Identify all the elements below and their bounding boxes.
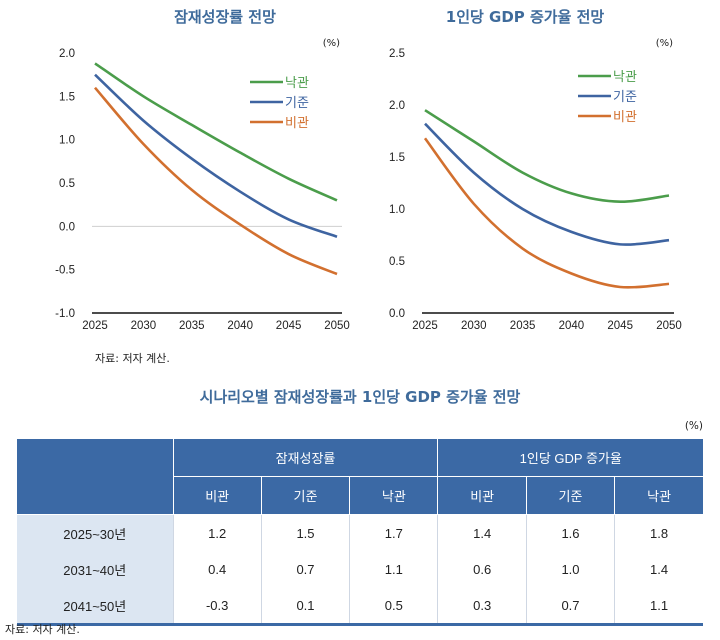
sub-header: 낙관: [349, 476, 438, 515]
y-tick-label: -0.5: [55, 265, 75, 277]
x-tick-label: 2025: [412, 320, 438, 332]
sub-header: 비관: [437, 476, 527, 515]
x-tick-label: 2050: [324, 320, 350, 332]
table-title: 시나리오별 잠재성장률과 1인당 GDP 증가율 전망: [199, 388, 521, 406]
row-label: 2041~50년: [17, 587, 173, 626]
series-line-기준: [424, 122, 670, 246]
chart-title: 잠재성장률 전망: [174, 8, 276, 26]
y-tick-label: 2.5: [389, 48, 405, 60]
x-tick-label: 2040: [227, 320, 253, 332]
unit-label: (%): [323, 38, 340, 49]
table-cell: 1.2: [172, 514, 262, 551]
x-tick-label: 2045: [276, 320, 302, 332]
charts: 잠재성장률 전망 (%) 2.0 1.5 1.0 0.5 0.0 -0.5 -1.0 2025 20…: [55, 8, 682, 332]
table-cell: 0.7: [525, 587, 615, 626]
x-tick-label: 2035: [179, 320, 205, 332]
table-cell: 0.4: [172, 551, 262, 587]
table-cell: 1.1: [614, 587, 703, 626]
table-cell: 1.7: [349, 514, 438, 551]
series-line-낙관: [424, 109, 670, 204]
y-tick-label: 1.0: [59, 135, 75, 147]
table-cell: 0.5: [349, 587, 438, 626]
table-row: 2041~50년 -0.3 0.1 0.5 0.3 0.7 1.1: [17, 587, 703, 626]
x-tick-label: 2035: [510, 320, 536, 332]
table-cell: 1.5: [260, 514, 350, 551]
y-tick-label: 0.0: [389, 308, 405, 320]
x-tick-label: 2045: [607, 320, 633, 332]
legend-label: 낙관: [613, 70, 637, 85]
legend-label: 비관: [613, 110, 637, 125]
table-unit: (%): [684, 420, 703, 432]
series-line-기준: [94, 73, 338, 238]
legend-label: 기준: [285, 96, 309, 111]
unit-label: (%): [656, 38, 673, 49]
table-cell: 0.7: [260, 551, 350, 587]
group-header-gdp-per-capita: 1인당 GDP 증가율: [437, 439, 703, 477]
table-corner-cell: [17, 439, 173, 515]
series-line-비관: [423, 137, 670, 289]
table-cell: 1.4: [437, 514, 527, 551]
legend-label: 비관: [285, 116, 309, 131]
y-tick-label: 0.5: [389, 256, 405, 268]
series-line-낙관: [94, 62, 338, 202]
y-tick-label: 0.0: [59, 221, 75, 233]
y-tick-label: 1.5: [59, 91, 75, 103]
x-tick-label: 2030: [131, 320, 157, 332]
table-row: 2031~40년 0.4 0.7 1.1 0.6 1.0 1.4: [17, 551, 703, 587]
sub-header: 기준: [525, 476, 615, 515]
chart-source-note: 자료: 저자 계산.: [95, 352, 170, 365]
group-header-potential-growth: 잠재성장률: [172, 439, 438, 477]
legend-label: 낙관: [285, 76, 309, 91]
sub-header: 비관: [172, 476, 262, 515]
y-tick-label: 1.5: [389, 152, 405, 164]
table-cell: 1.8: [614, 514, 703, 551]
row-label: 2025~30년: [17, 514, 173, 551]
table-group-header-row: 잠재성장률 1인당 GDP 증가율: [17, 439, 703, 515]
y-tick-label: 1.0: [389, 204, 405, 216]
table-cell: 1.6: [525, 514, 615, 551]
legend-label: 기준: [613, 90, 637, 105]
series-line-비관: [94, 86, 338, 276]
scenario-table: 잠재성장률 1인당 GDP 증가율 비관 기준 낙관 비관 기준 낙관 2025…: [17, 439, 703, 626]
table-cell: 0.6: [437, 551, 527, 587]
row-label: 2031~40년: [17, 551, 173, 587]
x-tick-label: 2030: [461, 320, 487, 332]
table-cell: 1.1: [349, 551, 438, 587]
y-tick-label: -1.0: [55, 308, 75, 320]
table-cell: 0.1: [260, 587, 350, 626]
table-cell: 1.0: [525, 551, 615, 587]
table-sub-header-row: 비관 기준 낙관 비관 기준 낙관: [17, 476, 703, 515]
y-tick-label: 2.0: [389, 100, 405, 112]
table-cell: -0.3: [172, 587, 262, 626]
table-source-note: 자료: 저자 계산.: [5, 623, 80, 636]
table-row: 2025~30년 1.2 1.5 1.7 1.4 1.6 1.8: [17, 514, 703, 551]
x-tick-label: 2025: [82, 320, 108, 332]
table-cell: 0.3: [437, 587, 527, 626]
y-tick-label: 2.0: [59, 48, 75, 60]
sub-header: 낙관: [614, 476, 703, 515]
x-tick-label: 2050: [656, 320, 682, 332]
chart-title: 1인당 GDP 증가율 전망: [446, 8, 605, 26]
sub-header: 기준: [260, 476, 350, 515]
y-tick-label: 0.5: [59, 178, 75, 190]
table-cell: 1.4: [614, 551, 703, 587]
x-tick-label: 2040: [559, 320, 585, 332]
